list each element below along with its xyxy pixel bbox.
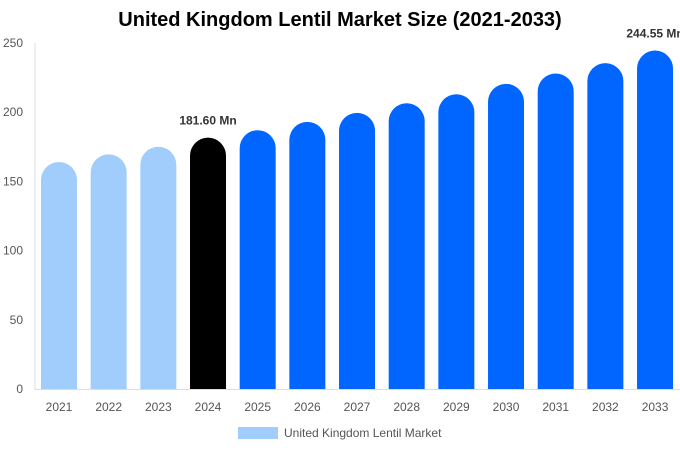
x-tick-label: 2025: [244, 400, 271, 414]
bar-2032: [587, 63, 624, 390]
bar-2031: [537, 73, 574, 389]
y-tick-label: 0: [16, 382, 23, 396]
legend-label: United Kingdom Lentil Market: [284, 426, 442, 440]
x-tick-label: 2028: [393, 400, 420, 414]
x-tick-label: 2032: [592, 400, 619, 414]
x-tick-label: 2026: [294, 400, 321, 414]
bar-2026: [289, 121, 326, 389]
bar-2028: [388, 103, 425, 389]
data-label: 244.55 Mn: [626, 27, 680, 41]
x-tick-label: 2033: [642, 400, 669, 414]
legend[interactable]: United Kingdom Lentil Market: [238, 426, 441, 440]
bar-2025: [239, 130, 276, 389]
x-tick-label: 2030: [493, 400, 520, 414]
bar-2033: [637, 50, 674, 390]
chart-title: United Kingdom Lentil Market Size (2021-…: [118, 9, 562, 31]
bar-2030: [488, 83, 525, 389]
x-tick-label: 2029: [443, 400, 470, 414]
y-tick-label: 150: [3, 174, 23, 188]
x-tick-label: 2022: [95, 400, 122, 414]
y-tick-label: 200: [3, 105, 23, 119]
bar-2027: [339, 112, 376, 389]
y-tick-label: 250: [3, 36, 23, 50]
bar-2029: [438, 94, 475, 389]
x-tick-label: 2027: [344, 400, 371, 414]
x-tick-label: 2021: [46, 400, 73, 414]
bar-2024: [190, 137, 227, 389]
bar-2021: [41, 162, 77, 389]
y-tick-label: 50: [10, 313, 24, 327]
legend-swatch: [238, 427, 278, 439]
x-tick-label: 2023: [145, 400, 172, 414]
data-label: 181.60 Mn: [179, 114, 236, 128]
y-tick-label: 100: [3, 244, 23, 258]
x-tick-label: 2024: [195, 400, 222, 414]
bar-2023: [140, 146, 177, 389]
bar-2022: [90, 154, 127, 389]
x-tick-label: 2031: [542, 400, 569, 414]
